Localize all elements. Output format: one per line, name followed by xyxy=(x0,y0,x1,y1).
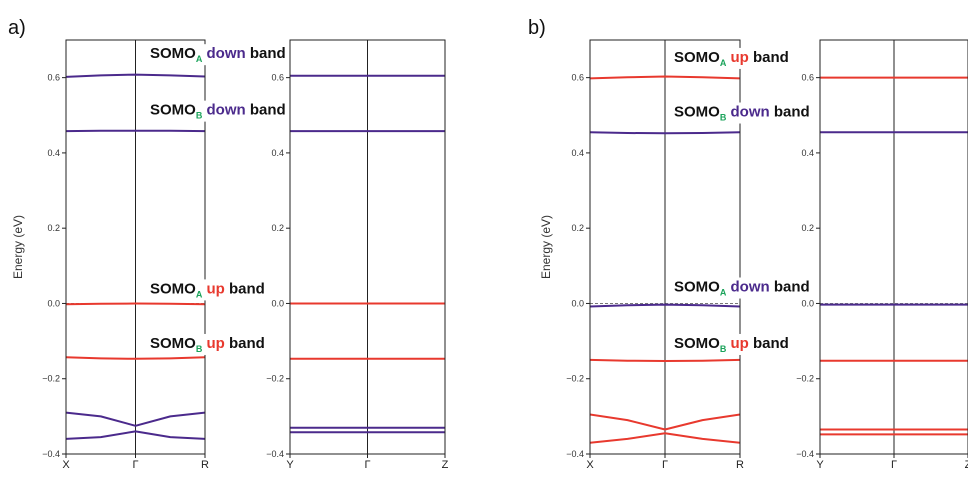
annotation-base: SOMO xyxy=(674,49,720,66)
annotation-text: SOMOA up band xyxy=(674,49,789,68)
y-tick-label: 0.2 xyxy=(571,223,584,233)
annotation-spin: up xyxy=(726,49,749,66)
y-tick-label: −0.2 xyxy=(42,374,60,384)
y-tick-label: 0.0 xyxy=(801,298,814,308)
annotation-base: SOMO xyxy=(674,104,720,121)
y-tick-label: 0.4 xyxy=(47,148,60,158)
x-tick-label-z: Z xyxy=(965,459,968,471)
annotation-base: SOMO xyxy=(150,102,196,119)
y-tick-label: −0.4 xyxy=(266,449,284,459)
y-tick-label: 0.6 xyxy=(47,73,60,83)
y-tick-label: −0.4 xyxy=(796,449,814,459)
y-tick-label: 0.0 xyxy=(571,298,584,308)
y-tick-label: −0.4 xyxy=(42,449,60,459)
x-tick-label-γ: Γ xyxy=(132,459,138,471)
annotation-spin: up xyxy=(202,280,225,297)
y-tick-label: 0.2 xyxy=(801,223,814,233)
y-tick-label: −0.2 xyxy=(796,374,814,384)
annotation-spin: up xyxy=(726,335,749,352)
annotation-text: SOMOB up band xyxy=(150,335,265,354)
annotation-tail: band xyxy=(225,335,265,352)
annotation-base: SOMO xyxy=(674,279,720,296)
y-tick-label: 0.4 xyxy=(801,148,814,158)
annotation-base: SOMO xyxy=(150,280,196,297)
annotation-tail: band xyxy=(246,45,286,62)
y-tick-label: 0.6 xyxy=(801,73,814,83)
annotation-tail: band xyxy=(749,49,789,66)
panel-label: a) xyxy=(8,17,26,39)
panel-b: b) −0.4 −0.2 0.0 0.2 0.4 0.6 X Γ R Energy (eV) −0.4… xyxy=(528,17,968,471)
y-tick-label: 0.4 xyxy=(271,148,284,158)
annotation-spin: down xyxy=(726,104,769,121)
x-tick-label-x: X xyxy=(586,459,594,471)
x-tick-label-y: Y xyxy=(816,459,824,471)
subplot-y-γ-z: −0.4 −0.2 0.0 0.2 0.4 0.6 Y Γ Z xyxy=(796,40,968,471)
band-annotation: SOMOB up band xyxy=(671,334,792,355)
y-axis-label: Energy (eV) xyxy=(11,215,25,279)
y-tick-label: 0.2 xyxy=(271,223,284,233)
band-line-up-2 xyxy=(66,304,205,305)
annotation-tail: band xyxy=(749,335,789,352)
x-tick-label-γ: Γ xyxy=(891,459,897,471)
panel-label: b) xyxy=(528,17,546,39)
band-annotation: SOMOB down band xyxy=(147,101,289,122)
y-tick-label: 0.6 xyxy=(271,73,284,83)
annotation-tail: band xyxy=(770,104,810,121)
annotation-base: SOMO xyxy=(674,335,720,352)
annotation-tail: band xyxy=(770,279,810,296)
annotation-spin: down xyxy=(202,102,245,119)
subplot-y-γ-z: −0.4 −0.2 0.0 0.2 0.4 0.6 Y Γ Z xyxy=(266,40,448,471)
x-tick-label-x: X xyxy=(62,459,70,471)
band-annotation: SOMOB down band xyxy=(671,103,813,124)
y-tick-label: 0.0 xyxy=(271,298,284,308)
annotation-text: SOMOB up band xyxy=(674,335,789,354)
annotation-tail: band xyxy=(225,280,265,297)
x-tick-label-γ: Γ xyxy=(662,459,668,471)
band-annotation: SOMOA down band xyxy=(147,44,289,65)
y-tick-label: 0.0 xyxy=(47,298,60,308)
band-line-up-3 xyxy=(590,360,740,361)
annotation-text: SOMOB down band xyxy=(150,102,286,121)
x-tick-label-y: Y xyxy=(286,459,294,471)
y-tick-label: 0.2 xyxy=(47,223,60,233)
annotation-text: SOMOA down band xyxy=(674,279,810,298)
x-tick-label-γ: Γ xyxy=(364,459,370,471)
band-line-down-1 xyxy=(590,132,740,133)
annotation-base: SOMO xyxy=(150,45,196,62)
band-annotation: SOMOA up band xyxy=(671,48,792,69)
x-tick-label-r: R xyxy=(736,459,744,471)
y-tick-label: 0.4 xyxy=(571,148,584,158)
band-annotation: SOMOB up band xyxy=(147,334,268,355)
y-tick-label: −0.2 xyxy=(266,374,284,384)
y-axis-label: Energy (eV) xyxy=(539,215,553,279)
y-tick-label: −0.2 xyxy=(566,374,584,384)
annotation-text: SOMOA up band xyxy=(150,280,265,299)
annotation-spin: up xyxy=(202,335,225,352)
annotation-text: SOMOB down band xyxy=(674,104,810,123)
band-annotation: SOMOA up band xyxy=(147,279,268,300)
annotation-spin: down xyxy=(202,45,245,62)
y-tick-label: 0.6 xyxy=(571,73,584,83)
x-tick-label-r: R xyxy=(201,459,209,471)
y-tick-label: −0.4 xyxy=(566,449,584,459)
annotation-text: SOMOA down band xyxy=(150,45,286,64)
annotation-tail: band xyxy=(246,102,286,119)
panel-a: a) −0.4 −0.2 0.0 0.2 0.4 0.6 X Γ R Energy (eV) −0.4… xyxy=(8,17,449,471)
x-tick-label-z: Z xyxy=(442,459,449,471)
annotation-base: SOMO xyxy=(150,335,196,352)
annotation-spin: down xyxy=(726,279,769,296)
band-annotation: SOMOA down band xyxy=(671,278,813,299)
